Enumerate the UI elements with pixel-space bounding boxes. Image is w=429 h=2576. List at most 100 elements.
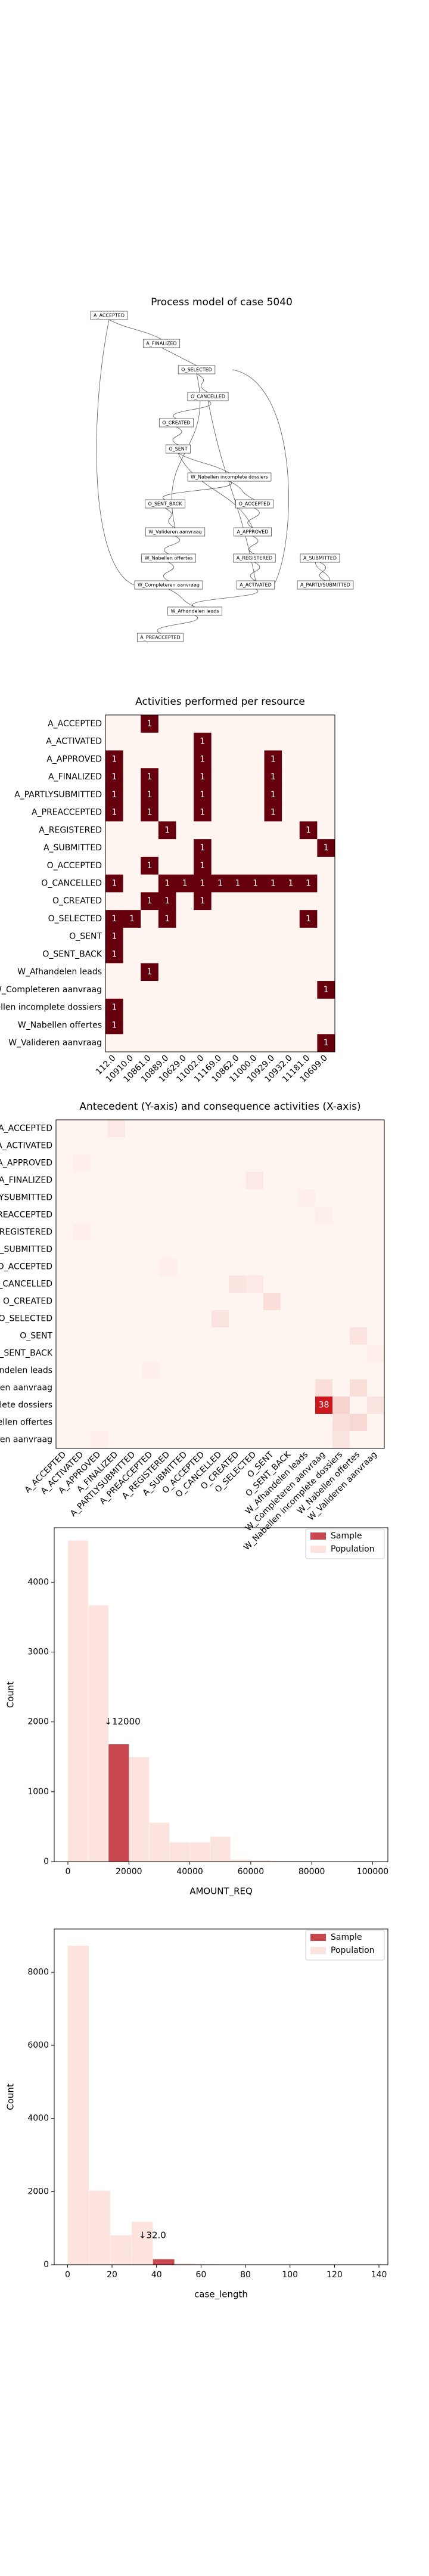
cell: [194, 785, 212, 804]
cell-label: 38: [319, 1401, 329, 1410]
bar: [88, 2190, 111, 2265]
cell: [332, 1172, 350, 1190]
node: A_ACTIVATED: [236, 580, 275, 590]
cell: [211, 715, 229, 733]
cell: [332, 1258, 350, 1276]
bar: [210, 1836, 231, 1862]
cell: [350, 1310, 368, 1328]
cell: [125, 1414, 143, 1432]
cell: [176, 981, 194, 999]
cell: [73, 1414, 91, 1432]
cell: [177, 1414, 195, 1432]
bar: [169, 1841, 190, 1862]
edge: [161, 347, 197, 366]
cell: [142, 1206, 160, 1224]
cell: [299, 803, 318, 822]
cell-label: 1: [111, 808, 117, 818]
cell: [142, 1172, 160, 1190]
cell: [229, 1137, 247, 1155]
cell: [332, 1275, 350, 1293]
cell: [264, 910, 282, 928]
y-tick-label: W_Nabellen incomplete dossiers: [0, 1401, 52, 1410]
cell: [125, 1327, 143, 1345]
cell: [73, 1258, 91, 1276]
cell: [281, 1172, 299, 1190]
cell: [56, 1345, 74, 1363]
cell: [73, 1310, 91, 1328]
cell: [246, 1206, 264, 1224]
cell: [123, 945, 141, 964]
node: A_PARTLYSUBMITTED: [297, 580, 354, 590]
cell: [108, 1241, 126, 1259]
cell: [332, 1206, 350, 1224]
cell: [194, 1327, 212, 1345]
cell: [91, 1293, 108, 1311]
legend-label: Population: [331, 1544, 375, 1554]
cell: [141, 715, 159, 733]
cell: [91, 1431, 108, 1449]
cell: [158, 803, 176, 822]
cell: [317, 803, 335, 822]
y-tick-label: O_CANCELLED: [0, 1280, 52, 1289]
cell: [212, 1224, 229, 1241]
cell: [212, 1327, 229, 1345]
cell: [141, 874, 159, 893]
edge: [192, 589, 258, 608]
cell: [142, 1327, 160, 1345]
cell: [317, 998, 335, 1017]
cell: [177, 1397, 195, 1414]
bar: [149, 1822, 170, 1862]
y-tick-label: W_Nabellen incomplete dossiers: [0, 1003, 102, 1013]
cell-label: 1: [111, 1020, 117, 1030]
y-tick-label: 3000: [27, 1648, 49, 1657]
y-tick-label: A_REGISTERED: [0, 1228, 52, 1237]
cell: [211, 803, 229, 822]
cell: [332, 1189, 350, 1207]
cell: [108, 1362, 126, 1380]
cell-label: 1: [271, 754, 276, 764]
x-tick-label: 40: [151, 2270, 162, 2280]
node-box: [136, 633, 184, 642]
cell: [350, 1137, 368, 1155]
y-tick-label: W_Afhandelen leads: [0, 1366, 52, 1376]
cell: [317, 963, 335, 982]
cell: [73, 1397, 91, 1414]
cell: [281, 1258, 299, 1276]
y-tick-label: W_Completeren aanvraag: [0, 985, 102, 995]
cell: [194, 1275, 212, 1293]
cell: [350, 1258, 368, 1276]
x-tick-label: 60000: [238, 1867, 265, 1877]
node-box: [145, 499, 185, 509]
cell: [123, 856, 141, 875]
cell: [263, 1120, 281, 1138]
cell: [56, 1397, 74, 1414]
cell: [125, 1379, 143, 1397]
cell: [212, 1137, 229, 1155]
cell: [176, 892, 194, 911]
cell: [263, 1154, 281, 1172]
y-tick-label: A_PARTLYSUBMITTED: [0, 1193, 52, 1203]
edge: [108, 319, 162, 340]
cell: [367, 1275, 385, 1293]
cell: [158, 910, 176, 928]
edge: [178, 453, 230, 473]
cell: [123, 963, 141, 982]
node: W_Nabellen offertes: [141, 553, 196, 563]
cell: [315, 1345, 333, 1363]
cell: [56, 1137, 74, 1155]
cell: [281, 1414, 299, 1432]
cell: [141, 839, 159, 857]
cell-label: 1: [147, 861, 153, 871]
cell: [229, 1172, 247, 1190]
cell: [56, 1258, 74, 1276]
cell-label: 1: [147, 790, 153, 800]
y-tick-label: W_Valideren aanvraag: [0, 1435, 52, 1445]
cell-label: 1: [324, 843, 329, 853]
cell: [264, 1016, 282, 1035]
cell: [299, 927, 318, 946]
node: A_PREACCEPTED: [136, 633, 184, 642]
cell: [332, 1154, 350, 1172]
y-tick-label: A_PARTLYSUBMITTED: [14, 790, 102, 800]
cell: [125, 1120, 143, 1138]
cell-label: 1: [271, 879, 276, 888]
